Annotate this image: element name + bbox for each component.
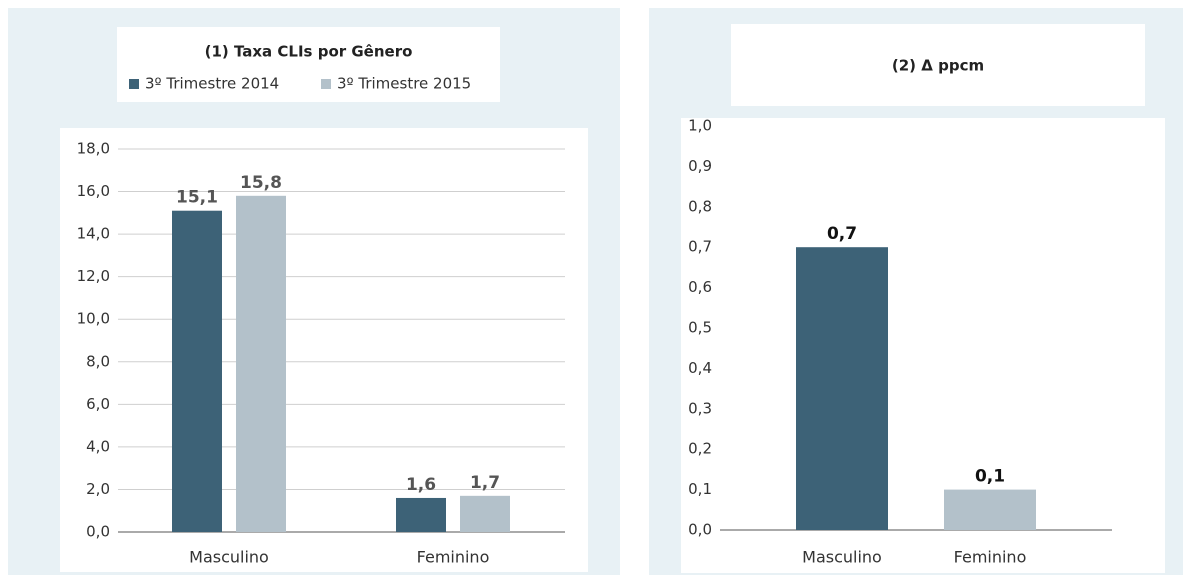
y-tick-label: 0,4: [688, 359, 712, 377]
bar: [944, 489, 1036, 530]
x-tick-label: Feminino: [417, 548, 490, 567]
legend-swatch: [129, 79, 139, 89]
value-label: 0,1: [975, 467, 1005, 487]
x-tick-label: Masculino: [189, 548, 269, 567]
bar: [396, 497, 446, 532]
x-tick-label: Feminino: [954, 548, 1027, 567]
y-tick-label: 0,9: [688, 157, 712, 175]
y-tick-label: 0,0: [86, 523, 110, 541]
bar: [460, 495, 510, 532]
y-tick-label: 1,0: [688, 117, 712, 135]
y-tick-label: 18,0: [77, 140, 110, 158]
y-tick-label: 8,0: [86, 352, 110, 370]
y-tick-label: 0,8: [688, 197, 712, 215]
chart-title: (1) Taxa CLIs por Gênero: [205, 43, 413, 61]
y-tick-label: 0,6: [688, 278, 712, 296]
value-label: 0,7: [827, 224, 857, 244]
y-tick-label: 12,0: [77, 267, 110, 285]
value-label: 1,6: [406, 475, 436, 495]
value-label: 15,8: [240, 173, 282, 193]
y-tick-label: 6,0: [86, 395, 110, 413]
y-tick-label: 14,0: [77, 225, 110, 243]
legend-label: 3º Trimestre 2014: [145, 75, 279, 93]
legend-label: 3º Trimestre 2015: [337, 75, 471, 93]
value-label: 15,1: [176, 188, 218, 208]
value-label: 1,7: [470, 473, 500, 493]
x-tick-label: Masculino: [802, 548, 882, 567]
bar: [172, 210, 222, 532]
y-tick-label: 0,5: [688, 319, 712, 337]
y-tick-label: 0,7: [688, 238, 712, 256]
y-tick-label: 0,1: [688, 480, 712, 498]
title-box: [117, 27, 500, 102]
y-tick-label: 0,3: [688, 399, 712, 417]
legend-swatch: [321, 79, 331, 89]
y-tick-label: 4,0: [86, 437, 110, 455]
title-box: [731, 24, 1145, 106]
bar: [796, 247, 888, 530]
y-tick-label: 16,0: [77, 182, 110, 200]
plot-area: [681, 118, 1165, 573]
y-tick-label: 0,2: [688, 440, 712, 458]
y-tick-label: 0,0: [688, 521, 712, 539]
y-tick-label: 10,0: [77, 310, 110, 328]
y-tick-label: 2,0: [86, 480, 110, 498]
bar: [236, 195, 286, 533]
chart-title: (2) Δ ppcm: [892, 57, 984, 75]
